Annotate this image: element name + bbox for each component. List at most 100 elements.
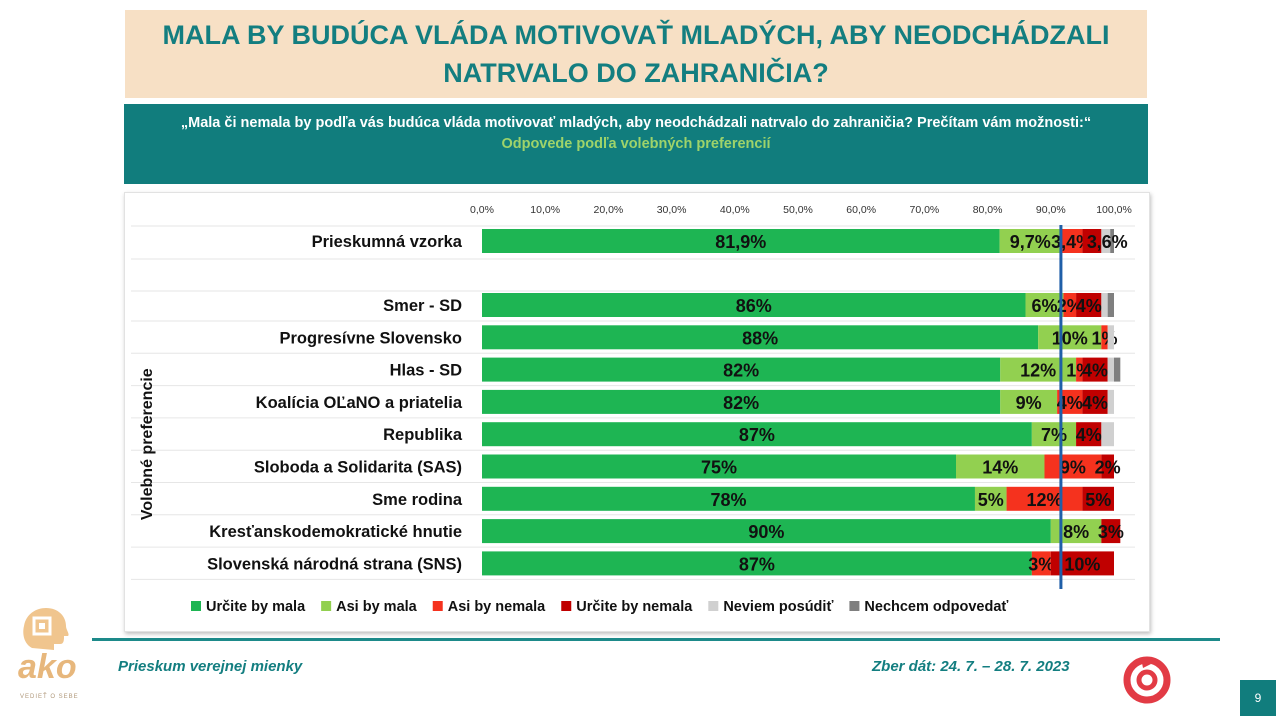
bar-segment	[1082, 229, 1102, 253]
data-label: 2%	[1095, 458, 1121, 478]
category-label: Republika	[383, 426, 463, 444]
data-label: 7%	[1041, 425, 1067, 445]
bar-segment	[1000, 389, 1058, 414]
bar-segment	[482, 486, 975, 511]
title-banner: MALA BY BUDÚCA VLÁDA MOTIVOVAŤ MLADÝCH, …	[125, 10, 1147, 98]
bar-segment	[1063, 293, 1077, 317]
data-label: 5%	[978, 490, 1004, 510]
data-label: 10%	[1064, 554, 1100, 574]
bar-segment	[1031, 422, 1077, 447]
x-tick-label: 10,0%	[530, 204, 560, 216]
bar-segment	[482, 229, 1000, 253]
question-text: „Mala či nemala by podľa vás budúca vlád…	[180, 115, 1092, 131]
legend-label: Určite by mala	[206, 599, 306, 615]
bar-segment	[1101, 454, 1114, 479]
bar-segment	[1076, 293, 1102, 317]
category-label: Hlas - SD	[390, 362, 463, 380]
legend-label: Asi by mala	[336, 599, 418, 615]
footer-divider	[92, 638, 1220, 641]
bar-segment	[1107, 357, 1114, 382]
bar-segment	[1101, 422, 1114, 447]
data-label: 90%	[748, 522, 784, 542]
legend-label: Neviem posúdiť	[723, 599, 833, 615]
legend-swatch	[561, 601, 572, 611]
x-tick-label: 100,0%	[1096, 204, 1132, 216]
bar-segment	[1006, 486, 1083, 511]
x-tick-label: 30,0%	[657, 204, 687, 216]
bar-segment	[1050, 519, 1102, 544]
x-tick-label: 70,0%	[910, 204, 940, 216]
data-label: 3%	[1098, 522, 1124, 542]
data-label: 3	[1087, 232, 1097, 252]
category-label: Prieskumná vzorka	[312, 233, 463, 251]
bar-segment	[1000, 357, 1077, 382]
bar-segment	[1107, 389, 1114, 414]
bar-segment	[482, 551, 1032, 576]
bar-segment	[1101, 293, 1108, 317]
bar-segment	[1082, 389, 1108, 414]
logo-tagline: VEDIEŤ O SEBE	[20, 694, 79, 700]
data-label: 4%	[1076, 425, 1102, 445]
bar-segment	[1107, 325, 1114, 350]
x-tick-label: 90,0%	[1036, 204, 1066, 216]
bar-segment	[482, 389, 1001, 414]
x-tick-label: 80,0%	[973, 204, 1003, 216]
bar-segment	[1060, 229, 1083, 253]
bar-segment	[1082, 357, 1108, 382]
data-label: 4%	[1082, 361, 1108, 381]
x-tick-label: 60,0%	[846, 204, 876, 216]
ako-logo: ako VEDIEŤ O SEBE	[14, 604, 84, 710]
category-label: Slovenská národná strana (SNS)	[207, 555, 462, 573]
bar-segment	[956, 454, 1045, 479]
bar-segment	[482, 357, 1001, 382]
data-label: 88%	[742, 328, 778, 348]
bar-segment	[1076, 357, 1083, 382]
category-label: Sme rodina	[372, 491, 463, 509]
data-label: 6%	[1031, 296, 1057, 316]
data-label: 81,9%	[715, 232, 766, 252]
head-profile-icon	[23, 608, 69, 650]
bar-segment	[1114, 357, 1121, 382]
legend-swatch	[849, 601, 860, 611]
x-tick-label: 20,0%	[594, 204, 624, 216]
data-label: 87%	[739, 425, 775, 445]
footer-survey-label: Prieskum verejnej mienky	[118, 658, 303, 675]
bar-segment	[482, 325, 1039, 350]
page-title: MALA BY BUDÚCA VLÁDA MOTIVOVAŤ MLADÝCH, …	[162, 20, 1110, 88]
bar-segment	[1031, 551, 1051, 576]
category-label: Kresťanskodemokratické hnutie	[209, 523, 462, 541]
bar-segment	[482, 422, 1032, 447]
data-label: 82%	[723, 361, 759, 381]
data-label: 9%	[1060, 458, 1086, 478]
bar-segment	[1101, 325, 1108, 350]
data-label: 4%	[1076, 296, 1102, 316]
legend-label: Nechcem odpovedať	[864, 599, 1008, 615]
category-label: Smer - SD	[383, 297, 462, 315]
data-label: 3%	[1028, 554, 1054, 574]
data-label: 9%	[1016, 393, 1042, 413]
subtitle-text: Odpovede podľa volebných preferencií	[501, 136, 771, 152]
data-label: 10%	[1052, 328, 1088, 348]
data-label: ,6%	[1097, 232, 1128, 252]
bar-segment	[1025, 293, 1064, 317]
stacked-bar-chart: 0,0% 10,0% 20,0% 30,0% 40,0% 50,0% 60,0% 70,0% 8…	[131, 204, 1135, 615]
data-label: 82%	[723, 393, 759, 413]
data-label: 12%	[1020, 361, 1056, 381]
legend-label: Určite by nemala	[576, 599, 693, 615]
chart-panel: 0,0% 10,0% 20,0% 30,0% 40,0% 50,0% 60,0% 70,0% 8…	[124, 192, 1150, 632]
legend-swatch	[432, 601, 443, 611]
bar-segment	[1110, 229, 1114, 253]
bar-segment	[1082, 486, 1114, 511]
category-label: Koalícia OĽaNO a priatelia	[256, 394, 463, 412]
bar-segment	[1107, 293, 1114, 317]
data-label: 8%	[1063, 522, 1089, 542]
bar-segment	[1038, 325, 1102, 350]
bar-segment	[1101, 519, 1121, 544]
legend-swatch	[321, 601, 332, 611]
bar-segment	[482, 293, 1026, 317]
data-label: 4%	[1057, 393, 1083, 413]
bar-segment	[974, 486, 1007, 511]
legend-label: Asi by nemala	[448, 599, 546, 615]
bar-segment	[1076, 422, 1102, 447]
data-label: 12%	[1026, 490, 1062, 510]
